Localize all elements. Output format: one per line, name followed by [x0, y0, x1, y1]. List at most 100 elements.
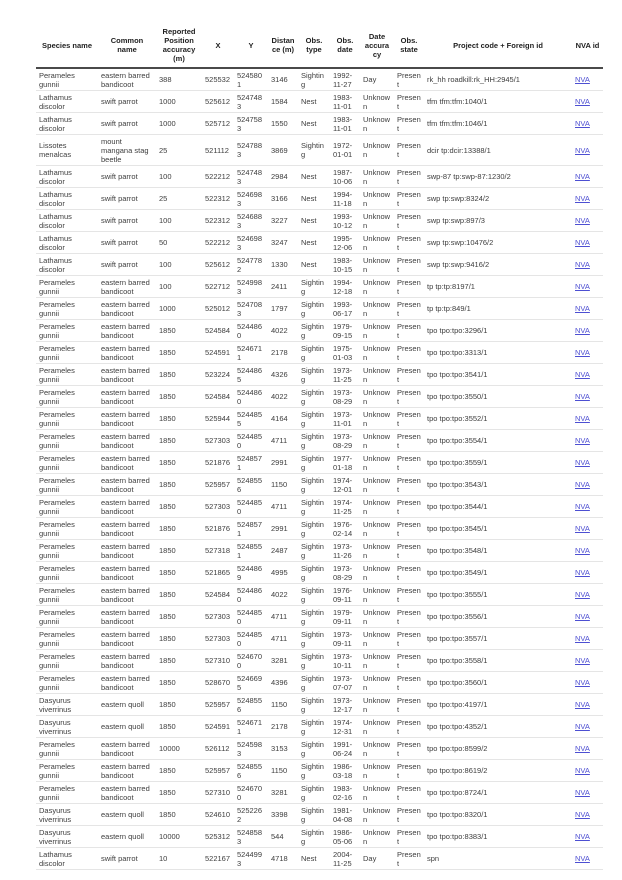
cell-project-code: tpo tpo:tpo:3548/1: [424, 539, 572, 562]
cell-reported-position-accuracy: 1850: [156, 429, 202, 452]
cell-x: 527303: [202, 605, 234, 628]
cell-date-accuracy: Unknown: [360, 134, 394, 166]
cell-nva-id: NVA: [572, 825, 603, 848]
cell-obs-date: 1973-10-11: [330, 649, 360, 672]
cell-obs-type: Sighting: [298, 649, 330, 672]
cell-x: 522212: [202, 165, 234, 188]
cell-y: 5248556: [234, 693, 268, 716]
nva-link[interactable]: NVA: [575, 216, 590, 225]
cell-distance: 2178: [268, 715, 298, 738]
nva-link[interactable]: NVA: [575, 700, 590, 709]
cell-common-name: eastern barred bandicoot: [98, 583, 156, 606]
nva-link[interactable]: NVA: [575, 766, 590, 775]
nva-link[interactable]: NVA: [575, 832, 590, 841]
cell-obs-state: Present: [394, 803, 424, 826]
cell-species-name: Perameles gunnii: [36, 759, 98, 782]
observations-table: Species name Common name Reported Position…: [36, 25, 603, 870]
nva-link[interactable]: NVA: [575, 414, 590, 423]
nva-link[interactable]: NVA: [575, 678, 590, 687]
cell-species-name: Perameles gunnii: [36, 649, 98, 672]
cell-obs-date: 1973-09-11: [330, 627, 360, 650]
cell-x: 525957: [202, 759, 234, 782]
cell-x: 527303: [202, 429, 234, 452]
nva-link[interactable]: NVA: [575, 97, 590, 106]
nva-link[interactable]: NVA: [575, 480, 590, 489]
nva-link[interactable]: NVA: [575, 546, 590, 555]
nva-link[interactable]: NVA: [575, 788, 590, 797]
cell-reported-position-accuracy: 10000: [156, 825, 202, 848]
cell-obs-type: Sighting: [298, 134, 330, 166]
nva-link[interactable]: NVA: [575, 348, 590, 357]
cell-obs-date: 1977-01-18: [330, 451, 360, 474]
nva-link[interactable]: NVA: [575, 392, 590, 401]
cell-nva-id: NVA: [572, 627, 603, 650]
cell-distance: 2991: [268, 451, 298, 474]
cell-project-code: tpo tpo:tpo:3560/1: [424, 671, 572, 694]
cell-obs-state: Present: [394, 825, 424, 848]
cell-species-name: Lathamus discolor: [36, 231, 98, 254]
cell-obs-date: 1993-10-12: [330, 209, 360, 232]
cell-project-code: tpo tpo:tpo:3554/1: [424, 429, 572, 452]
cell-common-name: eastern barred bandicoot: [98, 649, 156, 672]
nva-link[interactable]: NVA: [575, 524, 590, 533]
cell-species-name: Dasyurus viverrinus: [36, 715, 98, 738]
cell-obs-date: 1976-02-14: [330, 517, 360, 540]
cell-obs-type: Sighting: [298, 385, 330, 408]
cell-obs-date: 1973-11-26: [330, 539, 360, 562]
cell-date-accuracy: Unknown: [360, 759, 394, 782]
cell-obs-date: 1994-12-18: [330, 275, 360, 298]
cell-common-name: eastern barred bandicoot: [98, 407, 156, 430]
nva-link[interactable]: NVA: [575, 326, 590, 335]
nva-link[interactable]: NVA: [575, 282, 590, 291]
cell-project-code: tpo tpo:tpo:3558/1: [424, 649, 572, 672]
cell-obs-type: Sighting: [298, 693, 330, 716]
cell-common-name: eastern quoll: [98, 825, 156, 848]
cell-nva-id: NVA: [572, 561, 603, 584]
nva-link[interactable]: NVA: [575, 568, 590, 577]
cell-distance: 2411: [268, 275, 298, 298]
nva-link[interactable]: NVA: [575, 744, 590, 753]
cell-x: 525012: [202, 297, 234, 320]
nva-link[interactable]: NVA: [575, 304, 590, 313]
nva-link[interactable]: NVA: [575, 722, 590, 731]
cell-obs-state: Present: [394, 112, 424, 135]
cell-obs-state: Present: [394, 847, 424, 870]
cell-y: 5244850: [234, 495, 268, 518]
cell-project-code: dcir tp:dcir:13388/1: [424, 134, 572, 166]
cell-y: 5246883: [234, 209, 268, 232]
nva-link[interactable]: NVA: [575, 590, 590, 599]
cell-x: 525532: [202, 68, 234, 91]
cell-distance: 4022: [268, 583, 298, 606]
cell-date-accuracy: Unknown: [360, 693, 394, 716]
cell-obs-state: Present: [394, 231, 424, 254]
table-row: Perameles gunnii eastern barred bandicoot…: [36, 297, 603, 320]
cell-species-name: Lathamus discolor: [36, 209, 98, 232]
nva-link[interactable]: NVA: [575, 656, 590, 665]
nva-link[interactable]: NVA: [575, 238, 590, 247]
nva-link[interactable]: NVA: [575, 502, 590, 511]
nva-link[interactable]: NVA: [575, 194, 590, 203]
cell-obs-type: Sighting: [298, 737, 330, 760]
cell-obs-state: Present: [394, 561, 424, 584]
cell-obs-type: Sighting: [298, 825, 330, 848]
nva-link[interactable]: NVA: [575, 810, 590, 819]
nva-link[interactable]: NVA: [575, 145, 590, 155]
nva-link[interactable]: NVA: [575, 634, 590, 643]
cell-y: 5247483: [234, 90, 268, 113]
cell-date-accuracy: Day: [360, 68, 394, 91]
nva-link[interactable]: NVA: [575, 458, 590, 467]
cell-reported-position-accuracy: 1850: [156, 363, 202, 386]
nva-link[interactable]: NVA: [575, 172, 590, 181]
nva-link[interactable]: NVA: [575, 75, 590, 84]
nva-link[interactable]: NVA: [575, 260, 590, 269]
nva-link[interactable]: NVA: [575, 370, 590, 379]
nva-link[interactable]: NVA: [575, 436, 590, 445]
nva-link[interactable]: NVA: [575, 854, 590, 863]
nva-link[interactable]: NVA: [575, 612, 590, 621]
cell-reported-position-accuracy: 1850: [156, 495, 202, 518]
cell-nva-id: NVA: [572, 649, 603, 672]
cell-distance: 3146: [268, 68, 298, 91]
nva-link[interactable]: NVA: [575, 119, 590, 128]
cell-date-accuracy: Unknown: [360, 605, 394, 628]
cell-reported-position-accuracy: 1850: [156, 407, 202, 430]
